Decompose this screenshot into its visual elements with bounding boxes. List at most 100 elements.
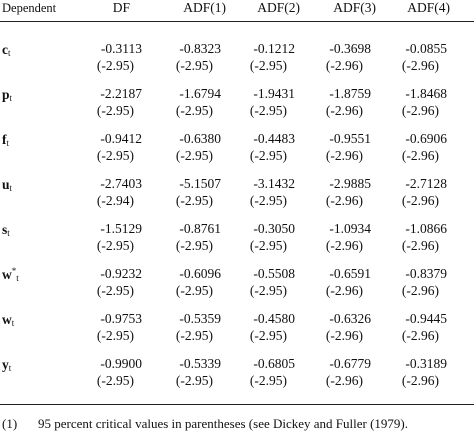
critical-value-cell: (-2.96) xyxy=(325,283,363,298)
critical-value-cell: (-2.94) xyxy=(96,193,134,208)
test-statistic-cell: -0.6326 xyxy=(329,311,371,326)
variable-symbol: c xyxy=(2,42,8,57)
critical-value-cell: (-2.96) xyxy=(325,238,363,253)
column-header-df: DF xyxy=(112,0,130,15)
critical-value-cell: (-2.96) xyxy=(401,58,439,73)
test-statistic-cell: -0.0855 xyxy=(405,41,447,56)
row-variable-label: pt xyxy=(2,87,12,103)
variable-symbol: y xyxy=(2,357,9,372)
test-statistic-cell: -1.0866 xyxy=(405,221,447,236)
column-header-adf4: ADF(4) xyxy=(407,0,450,15)
test-statistic-cell: -2.7128 xyxy=(405,176,447,191)
test-statistic-cell: -0.6591 xyxy=(329,266,371,281)
variable-subscript: t xyxy=(16,273,19,283)
critical-value-cell: (-2.96) xyxy=(325,103,363,118)
variable-subscript: t xyxy=(9,183,13,193)
critical-value-cell: (-2.95) xyxy=(249,193,287,208)
footnote-label: (1) xyxy=(2,416,18,431)
critical-value-cell: (-2.95) xyxy=(175,373,213,388)
column-header-adf2: ADF(2) xyxy=(257,0,300,15)
variable-symbol: u xyxy=(2,177,10,192)
critical-value-cell: (-2.95) xyxy=(249,103,287,118)
test-statistic-cell: -0.3698 xyxy=(329,41,371,56)
test-statistic-cell: -1.9431 xyxy=(253,86,295,101)
critical-value-cell: (-2.96) xyxy=(325,148,363,163)
variable-superscript: * xyxy=(11,266,17,276)
variable-subscript: t xyxy=(8,48,11,58)
critical-value-cell: (-2.95) xyxy=(249,58,287,73)
critical-value-cell: (-2.96) xyxy=(325,193,363,208)
test-statistic-cell: -0.4580 xyxy=(253,311,295,326)
test-statistic-cell: -0.8379 xyxy=(405,266,447,281)
test-statistic-cell: -2.2187 xyxy=(100,86,142,101)
test-statistic-cell: -0.8761 xyxy=(179,221,221,236)
test-statistic-cell: -0.3050 xyxy=(253,221,295,236)
critical-value-cell: (-2.95) xyxy=(249,373,287,388)
critical-value-cell: (-2.95) xyxy=(175,193,213,208)
test-statistic-cell: -0.9232 xyxy=(100,266,142,281)
variable-subscript: t xyxy=(8,363,12,373)
test-statistic-cell: -1.8468 xyxy=(405,86,447,101)
critical-value-cell: (-2.95) xyxy=(175,103,213,118)
test-statistic-cell: -0.9445 xyxy=(405,311,447,326)
critical-value-cell: (-2.96) xyxy=(401,193,439,208)
row-variable-label: yt xyxy=(2,357,11,373)
critical-value-cell: (-2.96) xyxy=(401,283,439,298)
test-statistic-cell: -0.5359 xyxy=(179,311,221,326)
critical-value-cell: (-2.95) xyxy=(96,328,134,343)
test-statistic-cell: -0.9551 xyxy=(329,131,371,146)
test-statistic-cell: -0.1212 xyxy=(253,41,295,56)
variable-subscript: t xyxy=(7,228,10,238)
critical-value-cell: (-2.95) xyxy=(175,283,213,298)
row-variable-label: ft xyxy=(2,132,9,148)
test-statistic-cell: -0.6096 xyxy=(179,266,221,281)
variable-subscript: t xyxy=(9,93,13,103)
critical-value-cell: (-2.96) xyxy=(401,238,439,253)
critical-value-cell: (-2.95) xyxy=(96,148,134,163)
critical-value-cell: (-2.96) xyxy=(401,328,439,343)
row-variable-label: ut xyxy=(2,177,12,193)
footnote-text: 95 percent critical values in parenthese… xyxy=(38,416,408,431)
row-variable-label: wt xyxy=(2,312,14,328)
test-statistic-cell: -0.9900 xyxy=(100,356,142,371)
test-statistic-cell: -0.9412 xyxy=(100,131,142,146)
test-statistic-cell: -0.5339 xyxy=(179,356,221,371)
header-rule xyxy=(0,21,474,22)
column-header-adf1: ADF(1) xyxy=(183,0,226,15)
critical-value-cell: (-2.95) xyxy=(175,238,213,253)
column-header-adf3: ADF(3) xyxy=(333,0,376,15)
column-header-dependent: Dependent xyxy=(2,1,57,15)
test-statistic-cell: -1.6794 xyxy=(179,86,221,101)
test-statistic-cell: -0.3113 xyxy=(100,41,142,56)
test-statistic-cell: -2.9885 xyxy=(329,176,371,191)
test-statistic-cell: -0.6380 xyxy=(179,131,221,146)
critical-value-cell: (-2.95) xyxy=(96,58,134,73)
row-variable-label: ct xyxy=(2,42,11,58)
test-statistic-cell: -0.4483 xyxy=(253,131,295,146)
variable-symbol: p xyxy=(2,87,10,102)
test-statistic-cell: -3.1432 xyxy=(253,176,295,191)
critical-value-cell: (-2.96) xyxy=(401,103,439,118)
footnote: (1) 95 percent critical values in parenth… xyxy=(2,416,408,432)
critical-value-cell: (-2.96) xyxy=(401,148,439,163)
critical-value-cell: (-2.95) xyxy=(249,148,287,163)
test-statistic-cell: -0.6906 xyxy=(405,131,447,146)
critical-value-cell: (-2.96) xyxy=(325,328,363,343)
variable-symbol: s xyxy=(2,222,8,237)
test-statistic-cell: -0.5508 xyxy=(253,266,295,281)
critical-value-cell: (-2.96) xyxy=(401,373,439,388)
row-variable-label: w*t xyxy=(2,267,19,283)
test-statistic-cell: -0.6805 xyxy=(253,356,295,371)
critical-value-cell: (-2.95) xyxy=(96,238,134,253)
critical-value-cell: (-2.95) xyxy=(249,283,287,298)
variable-subscript: t xyxy=(6,138,10,148)
variable-subscript: t xyxy=(11,318,15,328)
test-statistic-cell: -0.8323 xyxy=(179,41,221,56)
variable-symbol: w xyxy=(2,312,12,327)
test-statistic-cell: -2.7403 xyxy=(100,176,142,191)
critical-value-cell: (-2.96) xyxy=(325,58,363,73)
test-statistic-cell: -1.8759 xyxy=(329,86,371,101)
variable-symbol: w xyxy=(2,267,12,282)
footnote-rule xyxy=(0,404,474,405)
